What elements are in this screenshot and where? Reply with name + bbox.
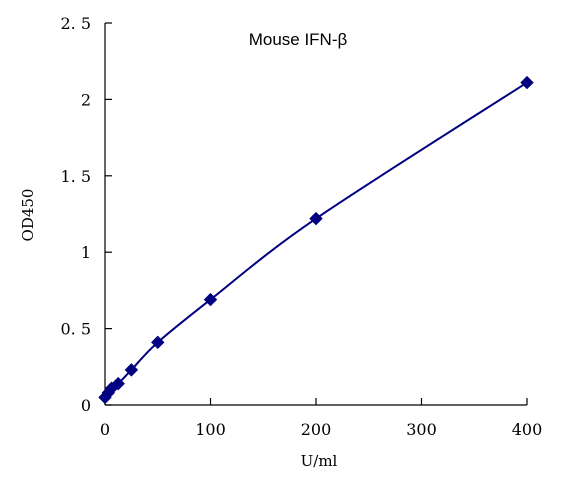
- y-tick-label: 2. 5: [60, 14, 91, 33]
- x-axis-ticks: 0 100 200 300 400: [100, 398, 542, 439]
- y-tick-label: 0. 5: [60, 320, 91, 339]
- x-tick-label: 200: [301, 420, 332, 439]
- y-tick-label: 2: [81, 90, 91, 109]
- data-point-marker: [520, 75, 534, 90]
- y-tick-label: 1. 5: [60, 167, 91, 186]
- x-tick-label: 0: [100, 420, 110, 439]
- x-tick-label: 300: [406, 420, 437, 439]
- series-line: [104, 81, 528, 398]
- data-point-marker: [309, 211, 323, 226]
- series-layer: [98, 75, 534, 405]
- y-tick-label: 1: [81, 243, 91, 262]
- chart-title: Mouse IFN-β: [249, 30, 348, 49]
- data-point-marker: [111, 376, 125, 391]
- y-axis-title: OD450: [19, 189, 37, 242]
- x-tick-label: 100: [195, 420, 226, 439]
- data-point-marker: [203, 292, 218, 307]
- y-tick-label: 0: [81, 396, 91, 415]
- data-point-marker: [124, 363, 139, 377]
- x-tick-label: 400: [512, 420, 543, 439]
- y-axis-ticks: 0 0. 5 1 1. 5 2 2. 5: [60, 14, 112, 415]
- data-point-marker: [151, 335, 165, 350]
- x-axis-title: U/ml: [301, 452, 338, 470]
